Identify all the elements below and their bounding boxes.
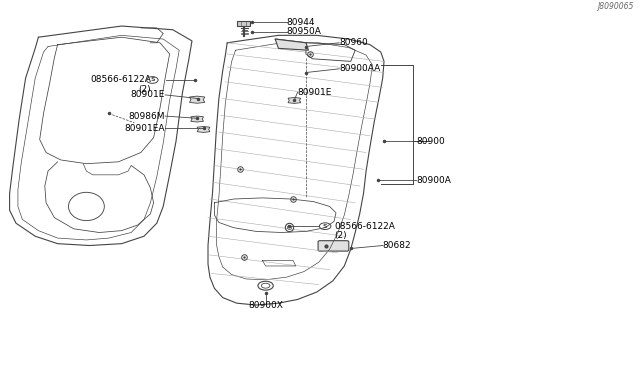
Text: (2): (2) [138,85,151,94]
Text: 80950A: 80950A [287,27,321,36]
Text: 80944: 80944 [287,18,316,27]
Text: 08566-6122A: 08566-6122A [334,222,395,231]
Text: 80960: 80960 [339,38,368,47]
Text: 80986M: 80986M [129,112,165,121]
Text: 80900: 80900 [416,137,445,146]
Text: 80901E: 80901E [131,90,165,99]
FancyBboxPatch shape [318,241,349,251]
Text: 80682: 80682 [383,241,412,250]
Text: 80901E: 80901E [298,88,332,97]
Polygon shape [275,39,308,50]
Polygon shape [191,116,204,122]
Polygon shape [189,96,205,103]
Text: 08566-6122A: 08566-6122A [90,76,151,84]
Polygon shape [197,126,210,132]
Text: 80900X: 80900X [248,301,283,310]
Bar [237,21,250,26]
Text: S: S [323,224,328,229]
Text: J8090065: J8090065 [597,2,634,11]
Text: 80900AA: 80900AA [339,64,380,73]
Text: (2): (2) [334,231,347,240]
Polygon shape [288,97,301,103]
Text: 80901EA: 80901EA [125,124,165,133]
Text: 80900A: 80900A [416,176,451,185]
Text: S: S [150,77,155,83]
